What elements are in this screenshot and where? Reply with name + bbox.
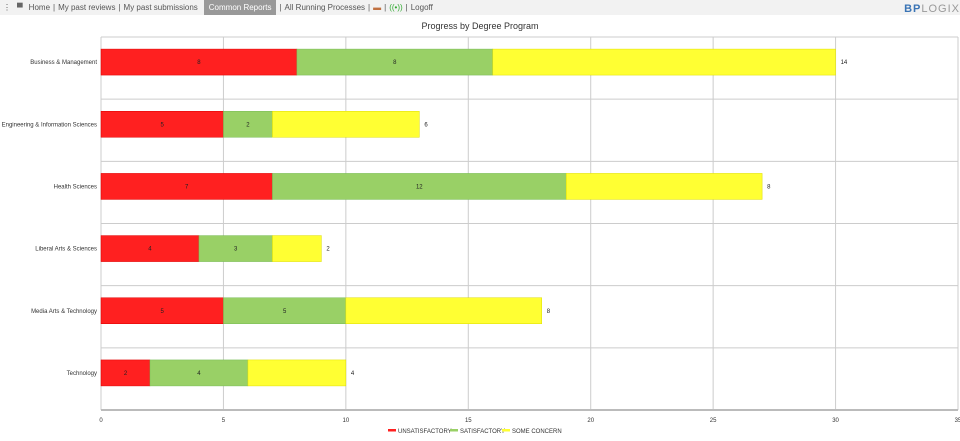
legend-label: SOME CONCERN xyxy=(512,429,562,435)
category-label: Business & Management xyxy=(30,60,97,66)
data-label: 2 xyxy=(124,371,128,377)
bar-segment xyxy=(100,359,151,387)
nav-logoff[interactable]: Logoff xyxy=(410,3,433,12)
bar-segment xyxy=(247,359,347,387)
chart-title: Progress by Degree Program xyxy=(421,21,538,31)
data-label: 8 xyxy=(393,60,397,66)
bar-segment xyxy=(149,359,249,387)
category-label: Media Arts & Technology xyxy=(31,309,97,315)
x-tick-label: 15 xyxy=(465,418,472,424)
x-tick-label: 0 xyxy=(99,418,103,424)
menu-icon[interactable]: ⋮ xyxy=(3,3,11,12)
bar-segment xyxy=(100,235,200,262)
data-label: 8 xyxy=(547,309,551,315)
bar-segment xyxy=(345,297,542,324)
legend-swatch xyxy=(450,429,458,432)
legend-label: SATISFACTORY xyxy=(460,429,505,435)
bar-segment xyxy=(198,235,273,262)
data-label: 5 xyxy=(161,309,165,315)
x-tick-label: 30 xyxy=(832,418,839,424)
x-tick-label: 20 xyxy=(587,418,594,424)
signal-icon[interactable]: ((•)) xyxy=(389,3,403,12)
nav-home[interactable]: Home xyxy=(28,3,51,12)
nav-all-running-processes[interactable]: All Running Processes xyxy=(284,3,366,12)
bar-segment xyxy=(565,173,763,200)
x-tick-label: 35 xyxy=(955,418,960,424)
data-label: 4 xyxy=(148,247,152,253)
bar-segment xyxy=(100,48,298,76)
x-tick-label: 10 xyxy=(343,418,350,424)
data-label: 8 xyxy=(767,184,771,190)
nav-common-reports[interactable]: Common Reports xyxy=(203,0,277,15)
data-label: 6 xyxy=(424,122,428,128)
data-label: 7 xyxy=(185,184,189,190)
data-label: 2 xyxy=(246,122,250,128)
bar-segment xyxy=(296,48,494,76)
nav-past-reviews[interactable]: My past reviews xyxy=(58,3,116,12)
data-label: 5 xyxy=(161,122,165,128)
data-label: 12 xyxy=(416,184,423,190)
x-tick-label: 25 xyxy=(710,418,717,424)
category-label: Liberal Arts & Sciences xyxy=(35,247,97,253)
bar-segment xyxy=(272,111,420,138)
x-tick-label: 5 xyxy=(222,418,226,424)
home-icon[interactable]: ▀ xyxy=(17,3,23,12)
bar-segment xyxy=(223,297,347,324)
bar-segment xyxy=(100,173,273,200)
nav-past-submissions[interactable]: My past submissions xyxy=(123,3,198,12)
bp-logix-logo: BPLOGIX xyxy=(904,3,960,15)
data-label: 3 xyxy=(234,247,238,253)
bar-segment xyxy=(492,48,836,76)
category-label: Engineering & Information Sciences xyxy=(2,122,97,128)
data-label: 8 xyxy=(197,60,201,66)
bar-segment xyxy=(272,235,322,262)
bar-segment xyxy=(100,297,224,324)
bar-segment xyxy=(223,111,273,138)
data-label: 14 xyxy=(841,60,848,66)
top-nav: ⋮ ▀ Home | My past reviews | My past submi… xyxy=(0,0,960,15)
legend-swatch xyxy=(388,429,396,432)
data-label: 4 xyxy=(351,371,355,377)
data-label: 5 xyxy=(283,309,287,315)
legend-swatch xyxy=(502,429,510,432)
bar-segment xyxy=(272,173,567,200)
legend-label: UNSATISFACTORY xyxy=(398,429,452,435)
folder-icon[interactable]: ▬ xyxy=(373,3,382,12)
data-label: 4 xyxy=(197,371,201,377)
category-label: Technology xyxy=(67,371,97,377)
data-label: 2 xyxy=(326,247,330,253)
category-label: Health Sciences xyxy=(54,184,97,190)
